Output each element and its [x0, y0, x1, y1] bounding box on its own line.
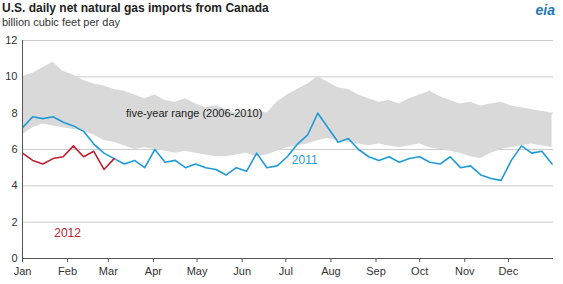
svg-text:2011: 2011	[292, 153, 318, 167]
svg-text:Oct: Oct	[411, 265, 428, 277]
svg-text:6: 6	[11, 143, 17, 155]
svg-text:Jan: Jan	[14, 265, 32, 277]
svg-text:Sep: Sep	[366, 265, 386, 277]
svg-text:4: 4	[11, 179, 17, 191]
html-text:U.S. daily net natural gas imp: U.S. daily net natural gas imports from …	[2, 1, 269, 15]
svg-text:Jun: Jun	[233, 265, 251, 277]
svg-text:Apr: Apr	[145, 265, 162, 277]
svg-text:Jul: Jul	[279, 265, 293, 277]
svg-text:2: 2	[11, 216, 17, 228]
svg-text:Dec: Dec	[499, 265, 519, 277]
svg-text:Aug: Aug	[321, 265, 341, 277]
svg-text:May: May	[187, 265, 208, 277]
svg-text:12: 12	[5, 34, 17, 46]
svg-text:five-year range (2006-2010): five-year range (2006-2010)	[126, 107, 262, 119]
html-text:eia: eia	[535, 2, 555, 18]
svg-text:Feb: Feb	[58, 265, 77, 277]
svg-text:0: 0	[11, 252, 17, 264]
html-text:billion cubic feet per day: billion cubic feet per day	[2, 16, 120, 28]
svg-text:2012: 2012	[54, 226, 81, 240]
svg-text:10: 10	[5, 70, 17, 82]
svg-text:8: 8	[11, 107, 17, 119]
svg-text:Nov: Nov	[455, 265, 475, 277]
svg-text:Mar: Mar	[99, 265, 118, 277]
